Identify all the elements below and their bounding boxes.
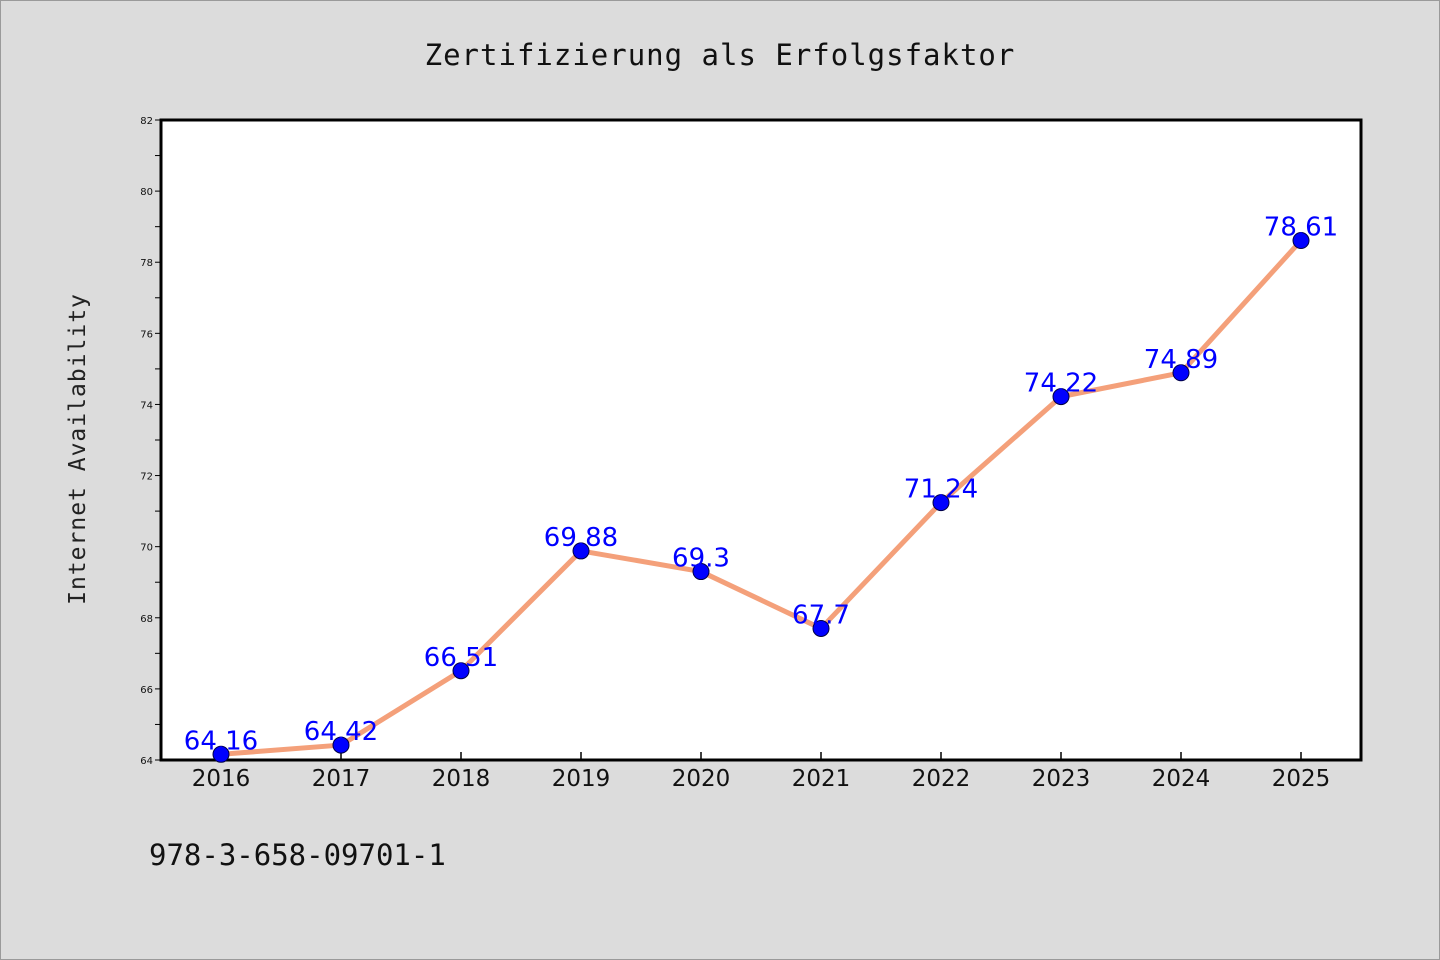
x-tick-label: 2021 [792, 766, 851, 792]
data-point [932, 494, 950, 512]
y-tick-label: 64 [140, 756, 153, 767]
x-tick-label: 2017 [312, 766, 371, 792]
data-point [1172, 364, 1190, 382]
x-tick-label: 2020 [672, 766, 731, 792]
data-label: 69.3 [672, 544, 730, 574]
data-label: 71.24 [904, 475, 978, 505]
series-line [218, 238, 1304, 757]
y-axis-label: Internet Availability [65, 293, 91, 605]
x-tick-label: 2025 [1272, 766, 1331, 792]
x-tick-label: 2023 [1032, 766, 1091, 792]
series-markers [212, 232, 1310, 763]
x-tick-label: 2019 [552, 766, 611, 792]
y-tick-label: 78 [140, 258, 153, 269]
y-tick-label: 76 [140, 329, 153, 340]
plot-area [159, 118, 1363, 762]
data-point [1292, 232, 1310, 250]
data-point [572, 542, 590, 560]
x-tick-label: 2022 [912, 766, 971, 792]
series-lines [218, 238, 1304, 757]
data-label: 74.89 [1144, 345, 1218, 375]
y-tick-label: 74 [140, 400, 153, 411]
data-point [1052, 388, 1070, 406]
data-point [212, 745, 230, 763]
x-tick-label: 2016 [192, 766, 251, 792]
y-tick-label: 66 [140, 685, 153, 696]
data-point [452, 662, 470, 680]
x-tick-label: 2018 [432, 766, 491, 792]
data-label: 74.22 [1024, 369, 1098, 399]
x-axis: 2016 2017 2018 2019 2020 2021 2022 2023 2024 2025 [192, 752, 1331, 792]
data-label: 66.51 [424, 643, 498, 673]
data-label: 64.42 [304, 717, 378, 747]
series-labels: 64.16 64.42 66.51 69.88 69.3 67.7 71.24 74.22 74… [184, 213, 1338, 757]
data-point [692, 563, 710, 581]
data-label: 67.7 [792, 600, 850, 630]
data-point [812, 619, 830, 637]
data-label: 64.16 [184, 726, 258, 756]
data-label: 78.61 [1264, 213, 1338, 243]
chart-title: Zertifizierung als Erfolgsfaktor [425, 38, 1016, 72]
x-tick-label: 2024 [1152, 766, 1211, 792]
y-tick-label: 72 [140, 472, 153, 483]
data-point [332, 736, 350, 754]
y-axis: 64 66 68 70 72 74 76 78 80 82 [140, 116, 161, 767]
y-tick-label: 80 [140, 187, 153, 198]
y-tick-label: 82 [140, 116, 153, 127]
data-label: 69.88 [544, 523, 618, 553]
isbn-footer: 978-3-658-09701-1 [149, 838, 446, 872]
y-tick-label: 68 [140, 614, 153, 625]
y-tick-label: 70 [140, 543, 153, 554]
